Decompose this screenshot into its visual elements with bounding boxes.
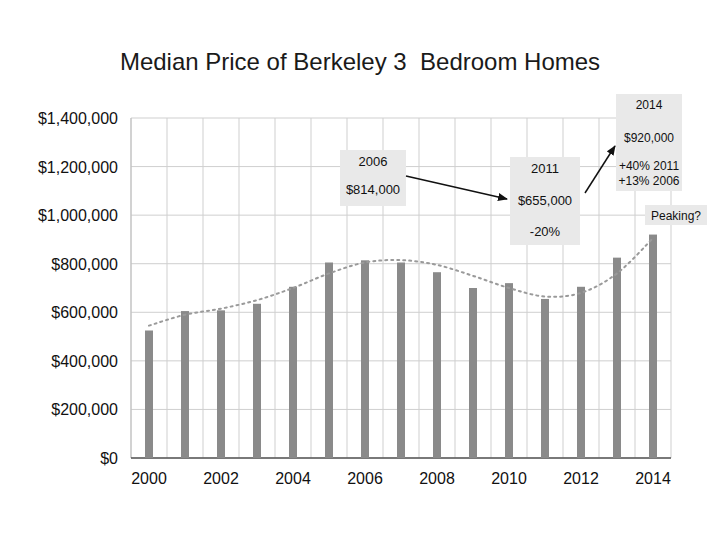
y-tick-label: $600,000 xyxy=(51,304,118,321)
x-tick-label: 2008 xyxy=(419,470,455,487)
bar xyxy=(181,311,189,458)
bar xyxy=(397,263,405,459)
grid-line-vertical xyxy=(419,118,420,458)
bar xyxy=(541,299,549,458)
grid-line-vertical xyxy=(455,118,456,458)
grid-line-vertical xyxy=(599,118,600,458)
bar xyxy=(469,288,477,458)
annotation: 2006 $814,000 xyxy=(340,150,406,206)
annotation-text: +40% 2011 xyxy=(619,159,679,173)
annotation-box xyxy=(510,157,580,245)
y-tick-label: $1,000,000 xyxy=(38,207,118,224)
annotation: Peaking? xyxy=(645,205,707,225)
x-tick-label: 2014 xyxy=(635,470,671,487)
annotation-text: 2014 xyxy=(636,98,663,112)
grid-line-vertical xyxy=(491,118,492,458)
grid-line-vertical xyxy=(311,118,312,458)
bar xyxy=(253,304,261,458)
y-axis xyxy=(131,118,132,458)
bar xyxy=(649,235,657,458)
bar xyxy=(361,260,369,458)
annotation-text: $920,000 xyxy=(624,131,674,145)
grid-line-vertical xyxy=(131,118,132,458)
bar xyxy=(433,272,441,458)
annotation: 2011 $655,000 -20% xyxy=(510,157,580,245)
trend-line xyxy=(149,238,653,325)
grid-line-vertical xyxy=(275,118,276,458)
y-tick-label: $200,000 xyxy=(51,401,118,418)
annotation-box xyxy=(645,205,707,225)
annotation-box xyxy=(340,150,406,206)
bar xyxy=(145,331,153,459)
annotation-text: $655,000 xyxy=(518,193,572,208)
title: Median Price of Berkeley 3 Bedroom Homes xyxy=(120,48,600,75)
y-tick-label: $0 xyxy=(100,450,118,467)
annotation-text: $814,000 xyxy=(346,182,400,197)
annotation-box xyxy=(616,94,682,191)
marks xyxy=(145,235,657,458)
bar xyxy=(289,287,297,458)
grid-line xyxy=(131,215,671,216)
chart: Median Price of Berkeley 3 Bedroom Homes… xyxy=(0,0,720,540)
grid-line-vertical xyxy=(203,118,204,458)
x-tick-label: 2004 xyxy=(275,470,311,487)
bar xyxy=(613,258,621,458)
annotation-text: -20% xyxy=(530,224,561,239)
arrow xyxy=(585,146,615,193)
x-tick-label: 2010 xyxy=(491,470,527,487)
annotation-text: 2006 xyxy=(359,154,388,169)
grid-line xyxy=(131,118,671,119)
x-tick-label: 2006 xyxy=(347,470,383,487)
annotation-text: +13% 2006 xyxy=(618,174,679,188)
x-tick-label: 2002 xyxy=(203,470,239,487)
y-tick-label: $400,000 xyxy=(51,353,118,370)
x-tick-label: 2012 xyxy=(563,470,599,487)
annotation: 2014 $920,000 +40% 2011+13% 2006 xyxy=(616,94,682,191)
x-tick-label: 2000 xyxy=(131,470,167,487)
annotation-text: 2011 xyxy=(531,161,559,176)
y-tick-label: $1,200,000 xyxy=(38,159,118,176)
bar xyxy=(325,263,333,459)
annotation-text: Peaking? xyxy=(651,209,701,223)
arrow xyxy=(406,176,507,199)
page: {"chart_data": { "type": "bar", "title":… xyxy=(0,0,720,540)
bar xyxy=(577,287,585,458)
grid-line-vertical xyxy=(167,118,168,458)
bar xyxy=(217,310,225,458)
bar xyxy=(505,283,513,458)
grid-line-vertical xyxy=(239,118,240,458)
y-tick-label: $800,000 xyxy=(51,256,118,273)
y-tick-label: $1,400,000 xyxy=(38,110,118,127)
